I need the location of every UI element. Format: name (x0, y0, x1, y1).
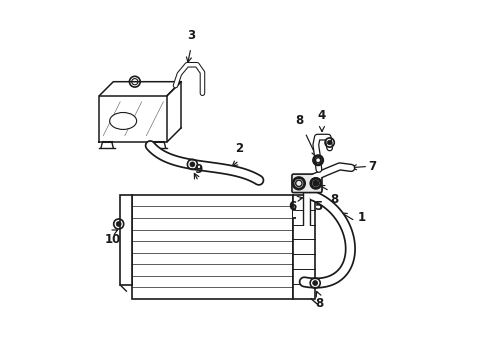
FancyBboxPatch shape (292, 174, 322, 193)
Circle shape (313, 280, 318, 285)
Text: 3: 3 (187, 29, 195, 42)
Text: 7: 7 (368, 160, 376, 173)
Bar (120, 195, 132, 285)
Text: 8: 8 (295, 114, 304, 127)
Ellipse shape (110, 112, 137, 130)
Text: 8: 8 (315, 297, 323, 310)
Text: 6: 6 (289, 200, 297, 213)
Circle shape (327, 140, 332, 145)
Text: 9: 9 (195, 163, 203, 176)
Text: 10: 10 (104, 233, 121, 246)
Circle shape (313, 181, 318, 186)
Text: 1: 1 (358, 211, 366, 224)
Circle shape (116, 221, 121, 226)
Text: 5: 5 (314, 200, 322, 213)
Text: 4: 4 (318, 109, 326, 122)
Bar (294, 195, 315, 299)
Text: 8: 8 (330, 193, 339, 206)
Text: 2: 2 (235, 142, 243, 155)
Circle shape (190, 162, 195, 167)
Bar (132, 195, 294, 299)
